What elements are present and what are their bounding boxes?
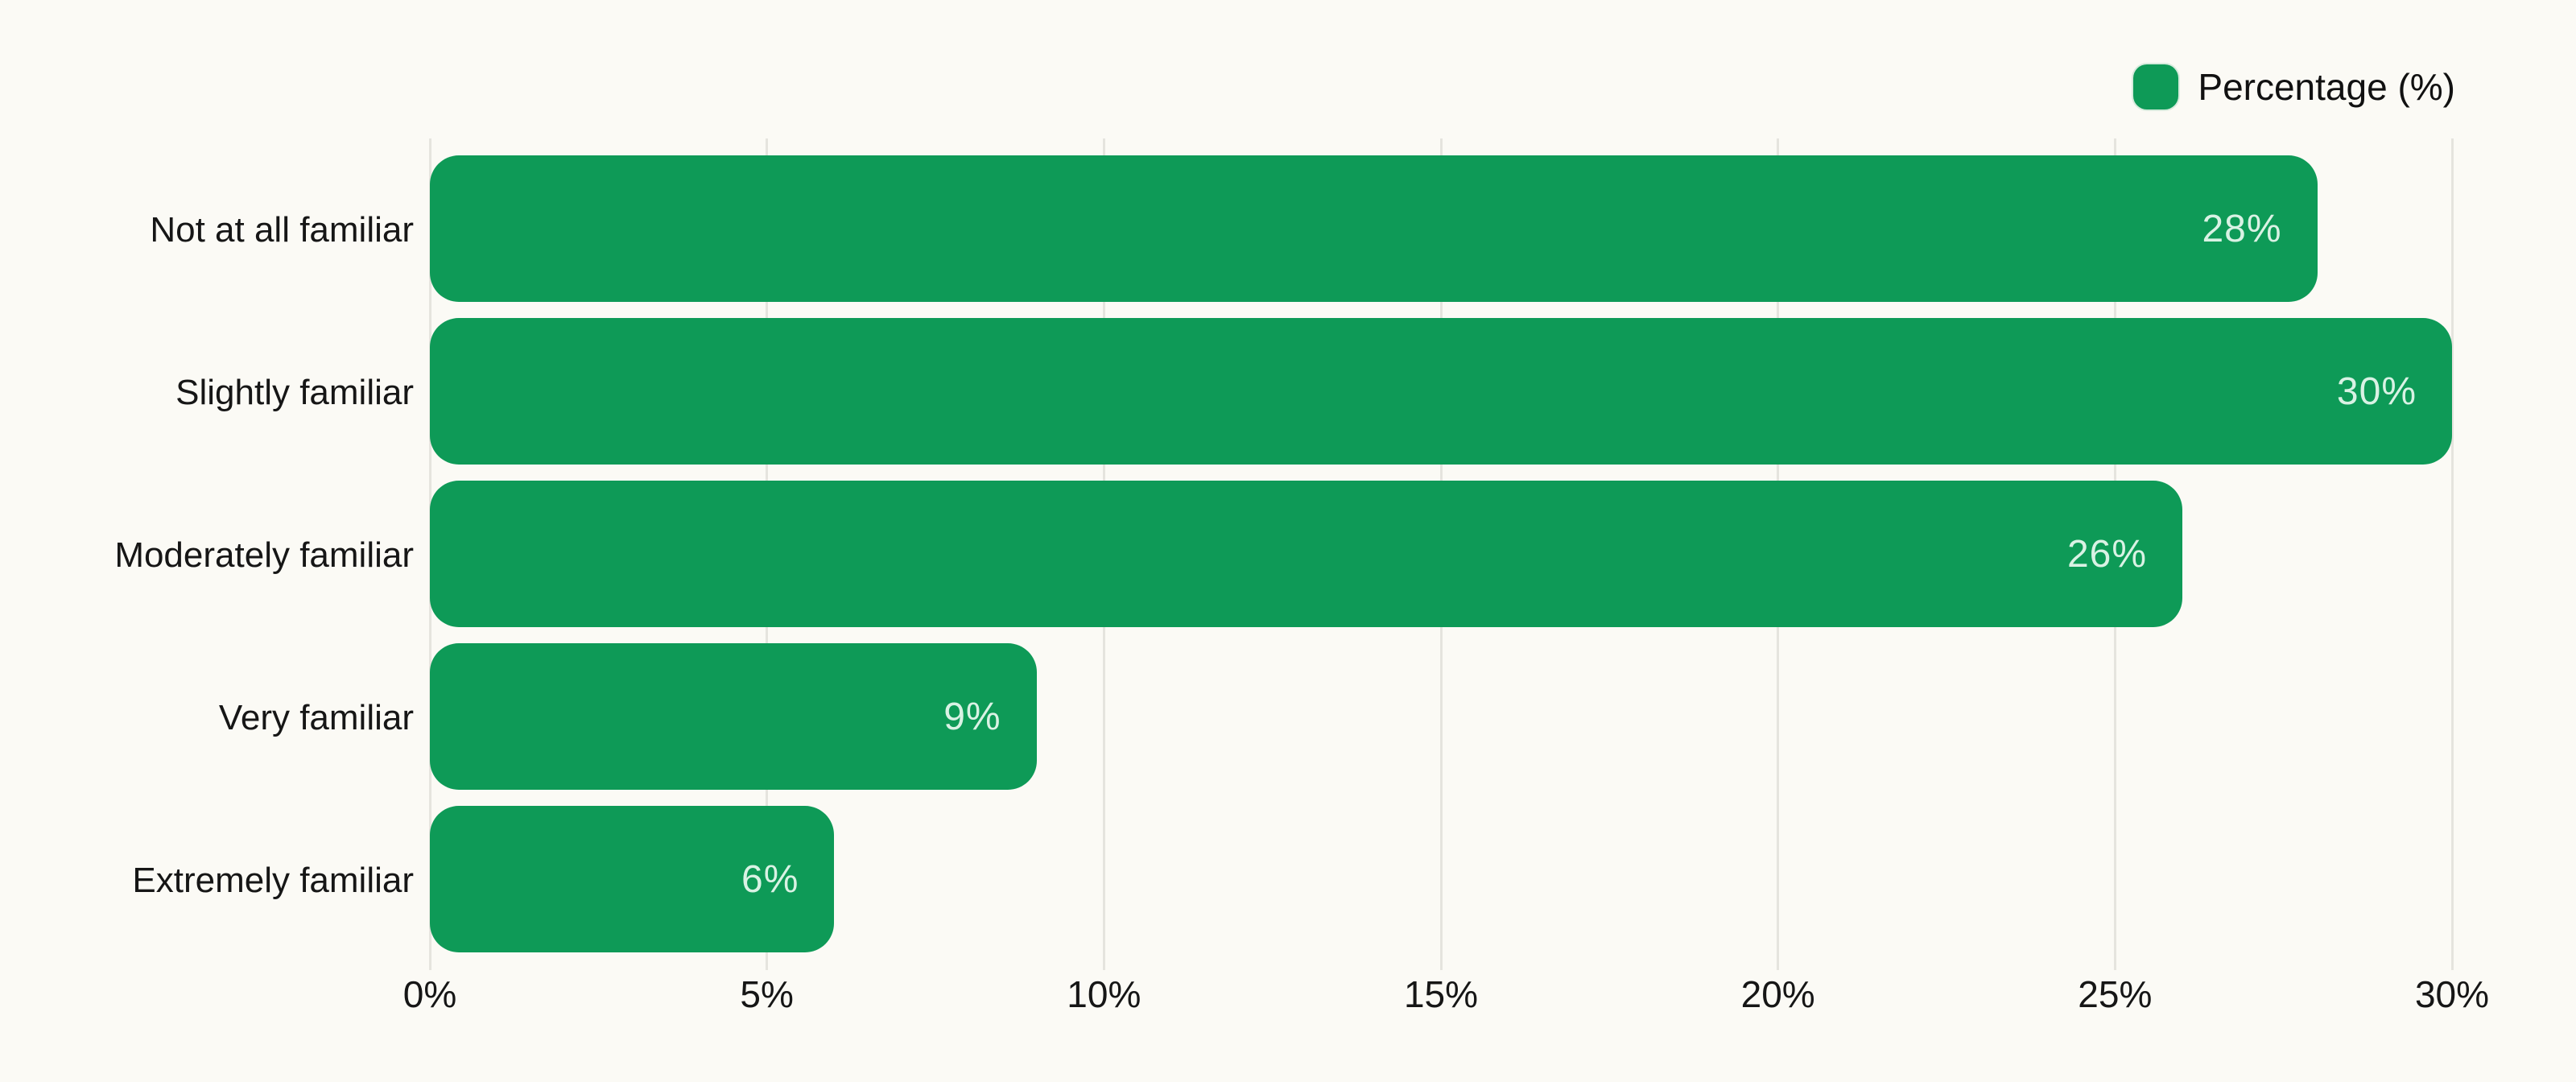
legend-swatch-icon — [2133, 64, 2179, 109]
category-label: Slightly familiar — [175, 373, 414, 412]
bar-value-label: 28% — [2202, 207, 2282, 250]
x-tick-label: 0% — [402, 973, 457, 1015]
x-axis-labels: 0% 5% 10% 15% 20% 25% 30% — [0, 973, 2576, 1029]
category-label: Extremely familiar — [132, 861, 414, 900]
bar-4[interactable]: 6% — [430, 806, 835, 952]
bar-1[interactable]: 30% — [430, 318, 2452, 465]
gridline — [2450, 138, 2454, 970]
bar-3[interactable]: 9% — [430, 643, 1037, 790]
x-tick-label: 30% — [2414, 973, 2490, 1015]
category-label: Very familiar — [218, 698, 414, 737]
x-tick-label: 25% — [2078, 973, 2153, 1015]
bar-value-label: 26% — [2066, 532, 2148, 576]
bar-0[interactable]: 28% — [430, 155, 2318, 302]
bar-value-label: 9% — [943, 695, 1001, 738]
bar-value-label: 6% — [741, 857, 799, 901]
x-tick-label: 15% — [1403, 973, 1479, 1015]
x-tick-label: 20% — [1740, 973, 1815, 1015]
x-tick-label: 10% — [1067, 973, 1141, 1015]
category-label: Not at all familiar — [150, 210, 414, 250]
x-tick-label: 5% — [740, 973, 794, 1015]
legend[interactable]: Percentage (%) — [2133, 61, 2455, 113]
legend-label: Percentage (%) — [2198, 66, 2455, 108]
category-label: Moderately familiar — [114, 535, 414, 575]
bar-2[interactable]: 26% — [430, 481, 2183, 627]
bar-value-label: 30% — [2336, 370, 2417, 413]
